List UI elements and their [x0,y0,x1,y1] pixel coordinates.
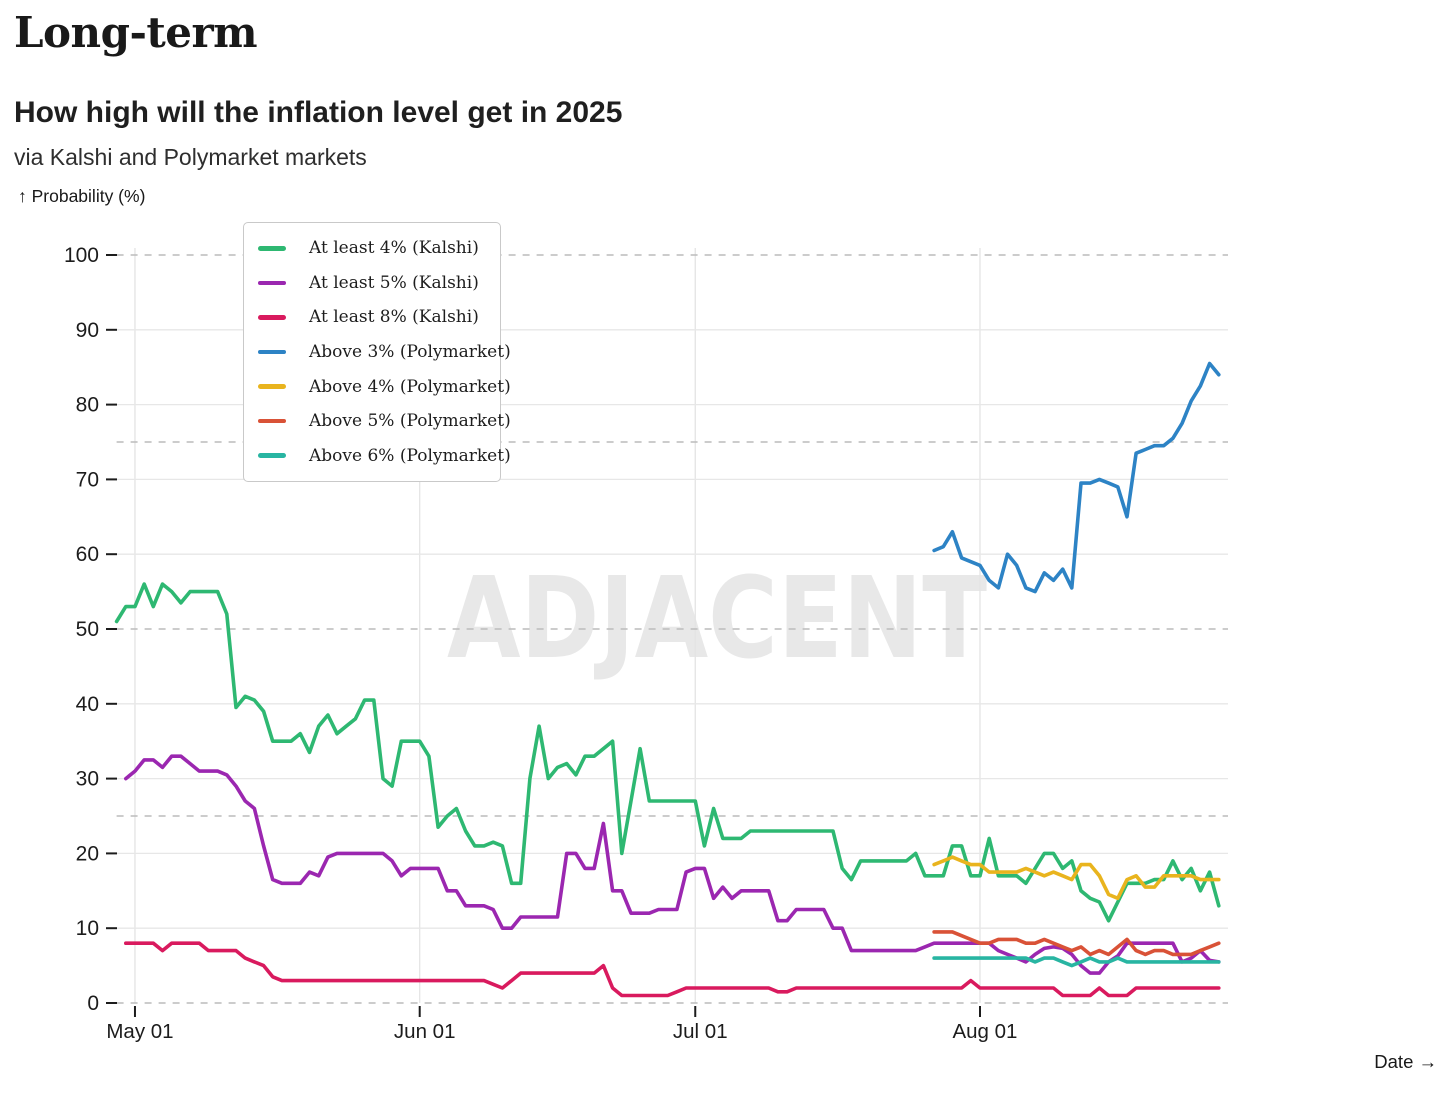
section-eyebrow: Long-term [14,8,258,57]
legend-swatch-icon [258,453,286,458]
legend-item: At least 8% (Kalshi) [244,307,500,327]
series-line-at-least-5-kalshi [124,754,1221,975]
legend-swatch-icon [258,349,286,355]
series-line-above-5-polymarket [932,930,1221,957]
y-tick-label: 30 [76,768,99,791]
legend-item: Above 4% (Polymarket) [244,377,511,397]
legend-swatch-icon [258,280,286,286]
series-line-at-least-4-kalshi [114,582,1221,923]
legend-item: At least 5% (Kalshi) [244,273,500,293]
y-tick-label: 90 [76,319,99,342]
legend-item: Above 3% (Polymarket) [244,342,511,362]
x-axis-label: Date → [1374,1051,1437,1072]
legend-item: Above 6% (Polymarket) [244,446,511,466]
legend-swatch-icon [258,315,286,320]
legend-label: Above 3% (Polymarket) [309,341,511,362]
x-tick-label: Jun 01 [394,1020,456,1043]
legend-label: At least 5% (Kalshi) [309,272,479,293]
legend-label: Above 4% (Polymarket) [309,376,511,397]
y-tick-label: 80 [76,394,99,417]
legend-swatch-icon [258,418,286,424]
y-tick-label: 10 [76,917,99,940]
legend-label: Above 5% (Polymarket) [309,411,511,432]
series-line-at-least-8-kalshi [124,941,1221,998]
watermark: ADJACENT [447,554,987,684]
page-title: How high will the inflation level get in… [14,96,623,129]
legend-label: At least 4% (Kalshi) [309,238,479,259]
y-tick-label: 40 [76,693,99,716]
y-axis-label: ↑ Probability (%) [18,186,146,206]
legend-label: At least 8% (Kalshi) [309,307,479,328]
series-line-above-6-polymarket [932,956,1221,968]
legend-item: At least 4% (Kalshi) [244,238,500,258]
legend-label: Above 6% (Polymarket) [309,445,511,466]
y-tick-label: 60 [76,543,99,566]
y-tick-label: 100 [64,244,99,267]
legend-item: Above 5% (Polymarket) [244,411,511,431]
series-line-above-3-polymarket [932,361,1221,594]
x-tick-label: May 01 [106,1020,173,1043]
x-tick-label: Aug 01 [952,1020,1017,1043]
y-tick-label: 20 [76,842,99,865]
legend-swatch-icon [258,384,286,389]
y-tick-label: 70 [76,468,99,491]
y-tick-label: 0 [87,992,99,1015]
page-subtitle: via Kalshi and Polymarket markets [14,144,367,170]
series-line-above-4-polymarket [932,855,1221,901]
legend: At least 4% (Kalshi) At least 5% (Kalshi)… [243,222,511,482]
legend-swatch-icon [258,246,286,251]
y-tick-label: 50 [76,618,99,641]
x-tick-label: Jul 01 [673,1020,728,1043]
